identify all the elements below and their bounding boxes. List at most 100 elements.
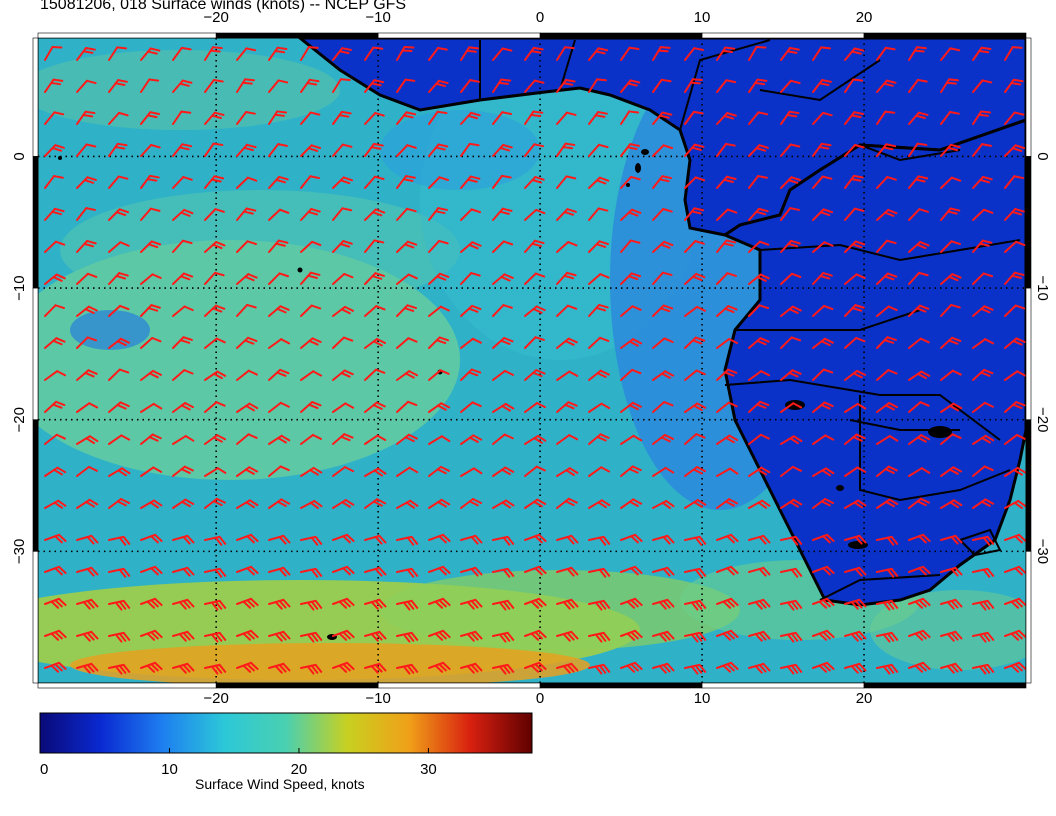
wind-barb [812,401,834,413]
wind-barb [332,207,353,221]
wind-barb [332,369,354,381]
wind-barb [428,272,450,285]
wind-barb [812,241,834,253]
wind-barb [908,271,929,285]
wind-barb [44,273,66,285]
wind-barb [748,598,771,610]
wind-barb [76,110,96,125]
wind-barb [332,565,355,576]
wind-barb [940,433,962,445]
wind-barb [812,629,835,641]
lat-axis-segment [1025,551,1032,684]
wind-barb [300,78,320,93]
wind-barb [108,241,130,253]
map-title: 15081206, 018 Surface winds (knots) -- N… [40,0,407,13]
wind-barb [524,498,547,509]
wind-barb [428,533,451,544]
wind-barb [556,534,579,545]
wind-barb [332,240,353,253]
wind-barb [492,111,513,125]
wind-barb [140,661,163,673]
wind-barb [556,401,578,413]
wind-barb [268,401,290,413]
wind-barb [204,401,226,413]
wind-barb [236,661,259,673]
lon-axis-segment [863,682,1027,689]
wind-barb [908,629,931,641]
wind-barb [268,434,291,445]
wind-barb [300,370,323,381]
wind-barb [204,497,226,509]
wind-barb [556,337,578,349]
wind-barb [300,499,323,510]
wind-barb [300,466,323,477]
wind-barb [460,434,483,445]
wind-barb [908,565,931,576]
wind-barb [492,304,513,317]
wind-barb [812,46,832,61]
wind-barb [524,176,545,189]
wind-barb [396,567,419,578]
wind-barb [204,599,227,611]
wind-barb [876,435,899,445]
wind-barb [1004,466,1026,477]
wind-barb [204,535,227,546]
wind-barb [460,46,480,61]
wind-barb [812,368,834,381]
wind-barb [972,175,993,189]
wind-barb [1004,597,1026,609]
wind-barb [780,207,800,221]
wind-barb [780,369,802,381]
wind-barb [268,465,290,477]
wind-barb [172,498,195,509]
wind-barb [972,305,994,317]
wind-barb [556,111,577,125]
wind-barb [492,143,513,157]
wind-barb [908,533,931,544]
wind-barb [332,402,355,413]
wind-barb [1004,208,1025,221]
lat-tick-label-right: −30 [1034,539,1051,564]
wind-barb [300,337,322,349]
wind-barb [268,110,288,125]
wind-barb [780,176,801,189]
wind-barb [908,304,930,317]
wind-barb [492,273,514,285]
wind-barb [364,368,386,381]
wind-barb [108,631,131,643]
wind-barb [460,467,483,477]
wind-barb [876,663,899,675]
wind-barb [556,142,576,157]
wind-barb [140,273,162,285]
wind-barb [972,368,994,381]
wind-barb [876,369,898,381]
wind-barb [844,402,867,413]
wind-barb [876,46,896,61]
wind-barb [908,142,928,157]
wind-barb [556,662,579,674]
wind-barb [844,369,866,381]
wind-barb [364,534,387,545]
lon-tick-label: −10 [365,690,390,707]
wind-barb [396,535,419,546]
wind-barb [140,402,163,413]
wind-barb [940,499,963,509]
wind-barb [172,566,195,577]
wind-barb [428,143,449,157]
wind-barb [76,435,99,445]
wind-barb [364,662,387,674]
wind-barb [780,272,802,285]
wind-barb [364,566,387,577]
wind-barb [300,433,322,445]
wind-barb [460,208,482,221]
wind-barb [300,304,322,317]
wind-barb [812,497,834,509]
wind-barb [940,598,963,610]
wind-barb [236,176,258,189]
wind-barb [1004,240,1026,253]
wind-barb [780,465,802,477]
wind-barb [812,304,834,317]
wind-barb [876,143,897,157]
wind-barb [108,111,129,125]
wind-barb [716,338,739,349]
